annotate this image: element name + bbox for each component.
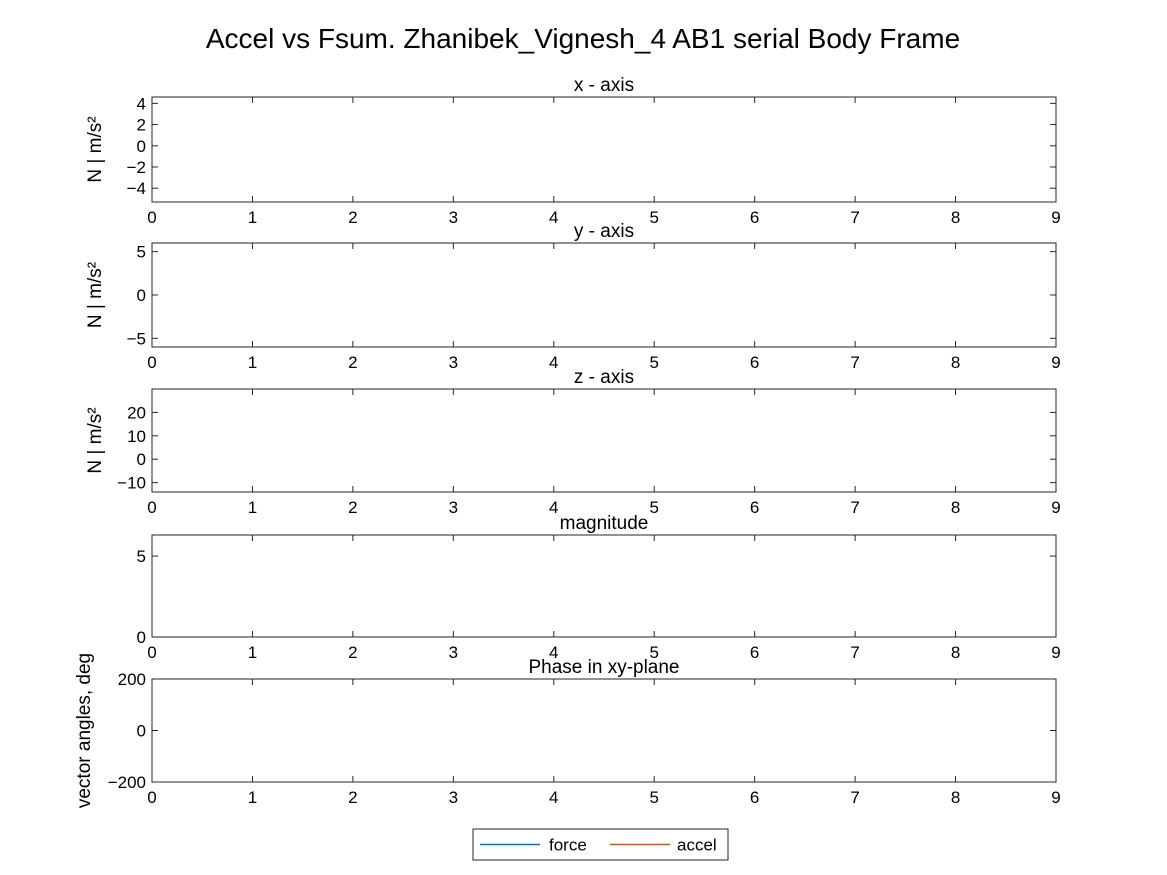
x-tick-label: 3 xyxy=(449,208,458,227)
x-tick-label: 9 xyxy=(1051,788,1060,807)
x-tick-label: 9 xyxy=(1051,498,1060,517)
y-tick-label: 5 xyxy=(137,243,146,262)
y-tick-label: −5 xyxy=(127,329,146,348)
x-tick-label: 8 xyxy=(951,353,960,372)
x-tick-label: 9 xyxy=(1051,643,1060,662)
x-tick-label: 0 xyxy=(147,498,156,517)
subplot-1: 0 1 2 3 4 5 6 7 8 9 −4 −2 0 2 4 x - axis N | m/s² xyxy=(85,75,1061,227)
axes-box xyxy=(151,96,1057,203)
x-tick-label: 7 xyxy=(850,208,859,227)
axes-box xyxy=(151,534,1057,638)
x-tick-label: 2 xyxy=(348,643,357,662)
subplot-4: 0 1 2 3 4 5 6 7 8 9 0 5 magnitude xyxy=(137,513,1061,662)
x-tick-label: 0 xyxy=(147,788,156,807)
x-tick-label: 2 xyxy=(348,353,357,372)
x-tick-label: 5 xyxy=(649,643,658,662)
x-tick-label: 2 xyxy=(348,498,357,517)
x-tick-label: 5 xyxy=(649,208,658,227)
x-tick-label: 6 xyxy=(750,353,759,372)
y-tick-label: 4 xyxy=(137,94,146,113)
x-tick-label: 1 xyxy=(248,788,257,807)
y-tick-label: 0 xyxy=(137,628,146,647)
x-tick-label: 3 xyxy=(449,643,458,662)
y-tick-label: 0 xyxy=(137,137,146,156)
subplot-title: magnitude xyxy=(560,513,649,534)
x-tick-label: 4 xyxy=(549,353,558,372)
x-tick-label: 7 xyxy=(850,788,859,807)
x-tick-label: 5 xyxy=(649,353,658,372)
legend-label-accel: accel xyxy=(677,836,717,855)
legend: force accel xyxy=(472,828,729,861)
y-tick-label: 20 xyxy=(127,403,146,422)
y-tick-label: −4 xyxy=(127,179,146,198)
x-tick-label: 1 xyxy=(248,498,257,517)
x-tick-label: 7 xyxy=(850,643,859,662)
x-tick-label: 6 xyxy=(750,788,759,807)
x-tick-label: 0 xyxy=(147,353,156,372)
figure-title: Accel vs Fsum. Zhanibek_Vignesh_4 AB1 se… xyxy=(206,23,960,54)
x-tick-label: 3 xyxy=(449,498,458,517)
x-tick-label: 4 xyxy=(549,498,558,517)
y-tick-label: 0 xyxy=(137,286,146,305)
subplot-title: x - axis xyxy=(574,75,634,96)
x-tick-label: 2 xyxy=(348,788,357,807)
subplot-title: z - axis xyxy=(574,367,634,388)
x-tick-label: 5 xyxy=(649,498,658,517)
x-tick-label: 9 xyxy=(1051,353,1060,372)
x-tick-label: 8 xyxy=(951,208,960,227)
x-tick-label: 3 xyxy=(449,788,458,807)
x-tick-label: 0 xyxy=(147,208,156,227)
x-tick-label: 1 xyxy=(248,353,257,372)
x-tick-label: 6 xyxy=(750,208,759,227)
axes-box xyxy=(151,388,1057,493)
y-tick-label: −200 xyxy=(108,773,146,792)
legend-label-force: force xyxy=(549,836,587,855)
y-tick-label: 0 xyxy=(137,450,146,469)
x-tick-label: 0 xyxy=(147,643,156,662)
x-tick-label: 1 xyxy=(248,208,257,227)
axes-box xyxy=(151,242,1057,348)
x-tick-label: 4 xyxy=(549,208,558,227)
y-axis-label: N | m/s² xyxy=(85,407,106,473)
subplot-title: Phase in xy-plane xyxy=(528,657,679,678)
x-tick-label: 5 xyxy=(649,788,658,807)
x-tick-label: 1 xyxy=(248,643,257,662)
x-tick-label: 9 xyxy=(1051,208,1060,227)
x-tick-label: 6 xyxy=(750,498,759,517)
subplot-panels: 0 1 2 3 4 5 6 7 8 9 −4 −2 0 2 4 x - axis N | m/s² 0 1 2 3 4 5 6… xyxy=(74,75,1061,808)
x-tick-label: 2 xyxy=(348,208,357,227)
y-tick-label: 5 xyxy=(137,547,146,566)
y-tick-label: 2 xyxy=(137,116,146,135)
y-axis-label: N | m/s² xyxy=(85,262,106,328)
axes-box xyxy=(151,678,1057,783)
y-tick-label: 10 xyxy=(127,427,146,446)
x-tick-label: 7 xyxy=(850,498,859,517)
x-tick-label: 3 xyxy=(449,353,458,372)
subplot-title: y - axis xyxy=(574,221,634,242)
x-tick-label: 6 xyxy=(750,643,759,662)
y-tick-label: 0 xyxy=(137,722,146,741)
x-tick-label: 7 xyxy=(850,353,859,372)
y-tick-label: −10 xyxy=(117,474,146,493)
y-tick-label: 200 xyxy=(118,670,146,689)
x-tick-label: 8 xyxy=(951,498,960,517)
y-axis-label: vector angles, deg xyxy=(74,653,95,808)
y-axis-label: N | m/s² xyxy=(85,116,106,182)
x-tick-label: 4 xyxy=(549,643,558,662)
x-tick-label: 8 xyxy=(951,643,960,662)
y-tick-label: −2 xyxy=(127,158,146,177)
x-tick-label: 4 xyxy=(549,788,558,807)
x-tick-label: 8 xyxy=(951,788,960,807)
